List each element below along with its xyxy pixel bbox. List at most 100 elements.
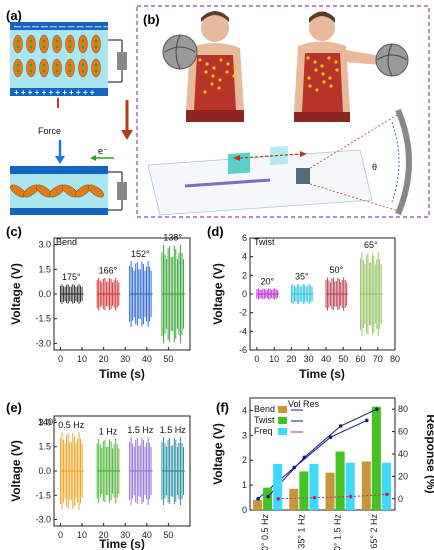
series-label-4: 1.5 Hz bbox=[160, 425, 187, 435]
voltage-trace-3 bbox=[129, 261, 153, 327]
piezo-particle bbox=[52, 34, 62, 54]
sensor-dot bbox=[203, 90, 207, 94]
sensor-dot bbox=[204, 70, 208, 74]
x-tick-label: 20 bbox=[286, 354, 296, 364]
transition-arrow-icon bbox=[121, 100, 133, 140]
response-point bbox=[302, 455, 307, 460]
svg-text:+ + + + + + + + + + + +: + + + + + + + + + + + + bbox=[14, 88, 95, 97]
voltage-trace-4 bbox=[161, 437, 186, 505]
piezo-particle bbox=[78, 58, 88, 78]
y-tick-label-right: 0 bbox=[398, 494, 403, 504]
y-tick-label-left: 1 bbox=[242, 480, 247, 490]
sensor-dot bbox=[233, 66, 237, 70]
force-label: Force bbox=[38, 126, 61, 136]
y-tick-label-left: 2 bbox=[242, 455, 247, 465]
charge-dot bbox=[42, 69, 46, 73]
category-label-2: 166° 35° 1 Hz bbox=[296, 514, 306, 550]
category-label-3: 152° 50° 1.5 Hz bbox=[333, 514, 343, 550]
x-tick-label: 10 bbox=[269, 354, 279, 364]
y-tick-label-left: 0 bbox=[242, 505, 247, 515]
charge-dot bbox=[55, 39, 59, 43]
voltage-trace-1 bbox=[60, 284, 84, 304]
voltage-trace-2 bbox=[96, 277, 121, 311]
sensor-dot bbox=[314, 68, 318, 72]
response-point bbox=[266, 494, 270, 499]
response-point bbox=[276, 497, 280, 501]
response-point bbox=[348, 494, 353, 499]
sensor-dot bbox=[320, 64, 324, 68]
response-point bbox=[338, 424, 343, 428]
y-tick-label-right: 40 bbox=[398, 449, 408, 459]
sensor-dot bbox=[335, 68, 339, 72]
piezo-particle bbox=[26, 34, 36, 54]
piezo-particle bbox=[13, 58, 23, 78]
charge-dot bbox=[68, 69, 72, 73]
charge-dot bbox=[16, 69, 20, 73]
y-axis-label-f-left: Voltage (V) bbox=[211, 423, 225, 485]
series-label-1: 0.5 Hz bbox=[58, 420, 85, 430]
response-point bbox=[375, 407, 379, 412]
y-tick-label: -6 bbox=[239, 345, 247, 355]
panel-b: (b) bbox=[136, 5, 430, 218]
load-resistor-icon bbox=[117, 182, 127, 200]
sensor-dot bbox=[327, 56, 331, 60]
voltage-trace-3 bbox=[129, 437, 153, 505]
y-tick-label-left: 3 bbox=[242, 430, 247, 440]
double-arrow-left-icon bbox=[233, 155, 240, 161]
voltage-trace-1 bbox=[60, 432, 84, 510]
voltage-trace-2 bbox=[96, 438, 121, 504]
sensor-dot bbox=[306, 56, 310, 60]
charge-dot bbox=[42, 63, 46, 67]
category-label-4: 138° 65° 2 Hz bbox=[369, 514, 379, 550]
charge-dot bbox=[16, 63, 20, 67]
x-tick-label: 10 bbox=[77, 354, 87, 364]
charge-dot bbox=[29, 63, 33, 67]
bar-twist bbox=[371, 406, 381, 510]
corner-note-e: 140° bbox=[38, 417, 57, 427]
charge-dot bbox=[29, 39, 33, 43]
charge-dot bbox=[42, 39, 46, 43]
x-axis-label-c: Time (s) bbox=[99, 367, 145, 381]
series-label-3: 50° bbox=[329, 265, 343, 275]
bar-bend bbox=[361, 461, 371, 510]
sensor-dot bbox=[307, 76, 311, 80]
sensor-dot bbox=[315, 88, 319, 92]
force-arrow-icon bbox=[55, 156, 65, 164]
series-label-4: 65° bbox=[364, 240, 378, 250]
sensor-dot bbox=[322, 80, 326, 84]
charge-dot bbox=[81, 45, 85, 49]
charge-dot bbox=[68, 45, 72, 49]
y-tick-label: -4 bbox=[239, 326, 247, 336]
teng-device-rest: — — — — — — — — — — — — + + + + + + + + … bbox=[10, 22, 127, 97]
y-tick-label: -2 bbox=[239, 308, 247, 318]
charge-dot bbox=[81, 69, 85, 73]
bar-bend bbox=[253, 500, 263, 510]
sensor-dot bbox=[321, 72, 325, 76]
sensor-dot bbox=[217, 86, 221, 90]
response-point bbox=[312, 495, 317, 500]
panel-a-label: (a) bbox=[6, 8, 22, 23]
voltage-trace-2 bbox=[290, 283, 314, 305]
y-tick-label: 3.0 bbox=[38, 417, 51, 427]
panel-e-label: (e) bbox=[6, 400, 22, 415]
x-tick-label: 20 bbox=[99, 354, 109, 364]
athlete-right-illustration bbox=[294, 11, 409, 122]
mechanism-model: θ bbox=[147, 108, 412, 216]
load-resistor-icon bbox=[117, 52, 127, 70]
charge-dot bbox=[81, 63, 85, 67]
charge-dot bbox=[16, 39, 20, 43]
y-tick-label: -3.0 bbox=[35, 515, 51, 525]
mode-label-bend: Bend bbox=[56, 237, 77, 247]
legend-swatch-twist bbox=[278, 417, 287, 424]
voltage-trace-3 bbox=[325, 277, 349, 311]
piezo-particle bbox=[26, 58, 36, 78]
sensor-dot bbox=[308, 84, 312, 88]
x-axis-label-d: Time (s) bbox=[299, 367, 345, 381]
sensor-dot bbox=[226, 62, 230, 66]
charge-dot bbox=[55, 69, 59, 73]
bar-twist bbox=[299, 471, 309, 510]
piezo-particle bbox=[88, 184, 104, 198]
piezo-particle bbox=[13, 34, 23, 54]
